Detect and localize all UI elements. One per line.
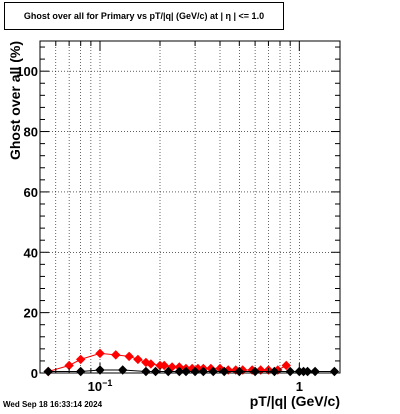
y-tick-label: 0	[31, 366, 38, 381]
y-axis-label: Ghost over all (%)	[7, 41, 23, 160]
data-point	[329, 366, 340, 377]
data-point	[124, 351, 134, 362]
y-tick-label: 80	[24, 125, 38, 140]
y-tick-label: 20	[24, 306, 38, 321]
x-tick-label: 1	[296, 379, 303, 394]
timestamp: Wed Sep 18 16:33:14 2024	[3, 400, 103, 409]
data-point	[95, 348, 105, 359]
data-point	[75, 354, 86, 365]
x-axis-label: pT/|q| (GeV/c)	[250, 393, 340, 409]
data-point	[146, 359, 156, 369]
y-tick-label: 100	[16, 64, 38, 79]
data-point	[111, 350, 121, 360]
axis-ticks	[39, 41, 340, 374]
data-point	[150, 366, 161, 377]
data-point	[281, 360, 291, 371]
chart-title: Ghost over all for Primary vs pT/|q| (Ge…	[4, 2, 284, 30]
x-tick-label: 10−1	[88, 378, 113, 394]
data-point	[133, 354, 143, 365]
grid	[39, 41, 340, 373]
plot-frame	[39, 40, 341, 374]
data-point	[118, 365, 128, 375]
y-tick-label: 40	[24, 245, 38, 260]
y-tick-label: 60	[24, 185, 38, 200]
data-point	[159, 360, 169, 371]
data-point	[43, 366, 53, 377]
axis-labels: 0 20 40 60 80 100 10−1 1pT/|q| (GeV/c) Ghost ove…	[7, 41, 340, 409]
series-layer	[43, 348, 340, 377]
data-point	[310, 366, 320, 377]
data-point	[141, 366, 151, 377]
